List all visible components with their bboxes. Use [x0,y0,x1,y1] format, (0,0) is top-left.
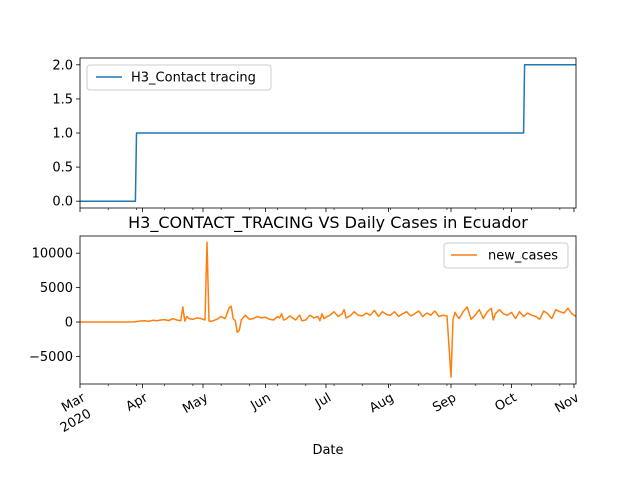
top-y-axis-ticks: 0.0 0.5 1.0 1.5 2.0 [52,58,80,210]
bottom-series-line [80,241,577,378]
bottom-series-group [80,241,577,378]
chart-title: H3_CONTACT_TRACING VS Daily Cases in Ecu… [128,213,528,233]
top-legend-box [86,64,272,91]
top-series-line [80,64,576,202]
top-y-tick-label: 0.0 [52,195,73,210]
top-legend: H3_Contact tracing [86,64,272,91]
bottom-axes-frame [79,235,577,385]
top-y-tick-label: 1.5 [52,92,73,107]
bottom-y-tick-label: 10000 [32,247,73,262]
bottom-y-tick-label: −5000 [29,350,73,365]
top-y-tick-label: 1.0 [52,127,73,142]
bottom-y-axis-ticks: −5000 0 5000 10000 [29,247,80,365]
top-legend-label: H3_Contact tracing [131,71,256,86]
top-y-tick-label: 0.5 [52,161,73,176]
bottom-legend: new_cases [443,242,569,269]
x-axis-label: Date [312,443,343,458]
top-y-tick-label: 2.0 [52,58,73,73]
bottom-legend-label: new_cases [488,249,558,264]
top-series-group [80,64,576,202]
bottom-legend-box [443,242,569,269]
bottom-x-tick-label: Jul [312,390,334,411]
top-subplot: 0.0 0.5 1.0 1.5 2.0 H3_Contact tracing [52,57,577,212]
bottom-y-tick-label: 5000 [40,281,73,296]
bottom-y-tick-label: 0 [65,316,73,331]
top-axes-frame [79,57,577,209]
